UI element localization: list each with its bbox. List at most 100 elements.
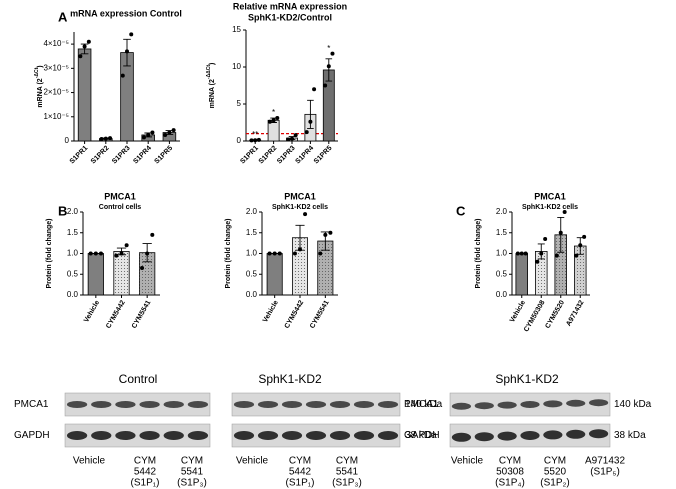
y-tick-label: 10 <box>232 62 241 71</box>
blot-band <box>115 431 136 440</box>
data-point <box>562 210 567 214</box>
x-tick-label: Vehicle <box>83 299 101 323</box>
blot-band <box>66 401 88 408</box>
data-point <box>267 119 272 124</box>
y-tick-label: 2.0 <box>67 207 79 216</box>
bar <box>515 253 529 296</box>
blot-band <box>520 401 540 408</box>
y-axis-label-part: ) <box>209 63 216 65</box>
blot-band <box>163 431 184 440</box>
y-tick-label: 3×10⁻⁵ <box>43 63 69 72</box>
data-point <box>86 39 91 44</box>
y-tick-label: 2.0 <box>496 207 508 216</box>
bar-texture <box>113 251 130 295</box>
blot-band <box>257 431 279 440</box>
y-axis-label-part: Protein (fold change) <box>475 219 482 289</box>
blot-band <box>543 400 563 408</box>
blot-size-label: 38 kDa <box>614 430 646 441</box>
data-point <box>290 136 294 141</box>
data-point <box>292 251 297 256</box>
data-point <box>558 230 563 235</box>
lane-label: 5541 <box>181 467 204 478</box>
lane-label: (S1P₃) <box>332 478 362 489</box>
panel-label: C <box>456 203 466 218</box>
x-tick-label: Vehicle <box>262 299 280 323</box>
chart-title: Relative mRNA expression <box>233 1 347 11</box>
blot-band <box>329 431 351 440</box>
bar-texture <box>535 251 548 295</box>
chart-title: PMCA1 <box>284 191 316 201</box>
x-tick-label: CYM50308 <box>523 299 547 333</box>
blot-title: Control <box>119 372 158 386</box>
data-point <box>93 251 98 256</box>
data-point <box>304 130 309 135</box>
x-tick-label: S1PR4 <box>132 145 153 166</box>
lane-label: 5442 <box>134 467 157 478</box>
y-axis-label-part: mRNA (2 <box>37 78 44 107</box>
x-tick-label: A971432 <box>565 299 585 327</box>
blot-band <box>543 430 563 440</box>
lane-label: CYM <box>499 456 521 467</box>
x-tick-label: S1PR2 <box>258 145 279 166</box>
y-axis-label: mRNA (2-ΔCt) <box>34 65 44 107</box>
blot-band <box>451 432 472 442</box>
x-tick-label: S1PR4 <box>294 145 315 166</box>
y-tick-label: 1.5 <box>67 228 79 237</box>
lane-label: (S1P₁) <box>286 478 315 489</box>
blot-band <box>305 431 327 440</box>
y-tick-label: 1.0 <box>496 249 508 258</box>
y-tick-label: 0.0 <box>246 290 258 299</box>
y-axis-label-part: ) <box>37 65 44 67</box>
chart-subtitle: SphK1-KD2 cells <box>522 204 578 211</box>
blot-band <box>474 432 494 442</box>
blot-band <box>566 429 586 439</box>
y-tick-label: 4×10⁻⁵ <box>43 39 69 48</box>
bar <box>87 253 104 296</box>
error-bar <box>325 58 333 82</box>
y-tick-label: 2.0 <box>246 207 258 216</box>
blot-band <box>91 401 112 408</box>
blot-band <box>329 401 351 408</box>
x-tick-label: S1PR3 <box>111 145 132 166</box>
data-point <box>99 137 104 142</box>
bar-texture <box>139 252 155 295</box>
blot-band <box>520 431 540 440</box>
blot-image <box>64 423 211 448</box>
x-tick-label: CYM5541 <box>131 299 153 330</box>
x-tick-label: S1PR5 <box>153 145 174 166</box>
x-tick-label: S1PR2 <box>90 145 111 166</box>
y-axis-label: Protein (fold change) <box>225 219 232 289</box>
x-tick-label: Vehicle <box>509 299 527 323</box>
y-tick-label: 1.0 <box>67 249 79 258</box>
data-point <box>256 137 261 142</box>
data-point <box>519 251 524 256</box>
lane-label: (S1P₅) <box>590 467 620 478</box>
data-point <box>271 118 276 123</box>
data-point <box>578 243 583 248</box>
blot-band <box>353 431 375 440</box>
blot-band <box>281 431 303 440</box>
y-axis-label: Protein (fold change) <box>475 219 482 289</box>
data-point <box>253 138 258 143</box>
lane-label: CYM <box>181 456 203 467</box>
y-axis-label: Protein (fold change) <box>46 219 53 289</box>
data-point <box>535 259 540 264</box>
x-tick-label: CYM5541 <box>309 299 331 330</box>
blot-row-label: PMCA1 <box>404 399 439 410</box>
data-point <box>582 234 587 239</box>
y-axis-label-part: -ΔΔCt <box>206 65 212 79</box>
data-point <box>129 32 134 37</box>
data-point <box>124 243 129 248</box>
data-point <box>249 138 254 143</box>
blot-size-label: 38 kDa <box>405 430 437 441</box>
lane-label: Vehicle <box>73 456 106 467</box>
chart-title: PMCA1 <box>534 191 566 201</box>
data-point <box>78 54 83 59</box>
blot-band <box>305 401 327 408</box>
blot-band <box>353 401 375 408</box>
data-point <box>98 251 103 256</box>
blot-band <box>233 401 255 408</box>
y-tick-label: 1.0 <box>246 249 258 258</box>
chart-subtitle: SphK1-KD2 cells <box>272 204 328 211</box>
